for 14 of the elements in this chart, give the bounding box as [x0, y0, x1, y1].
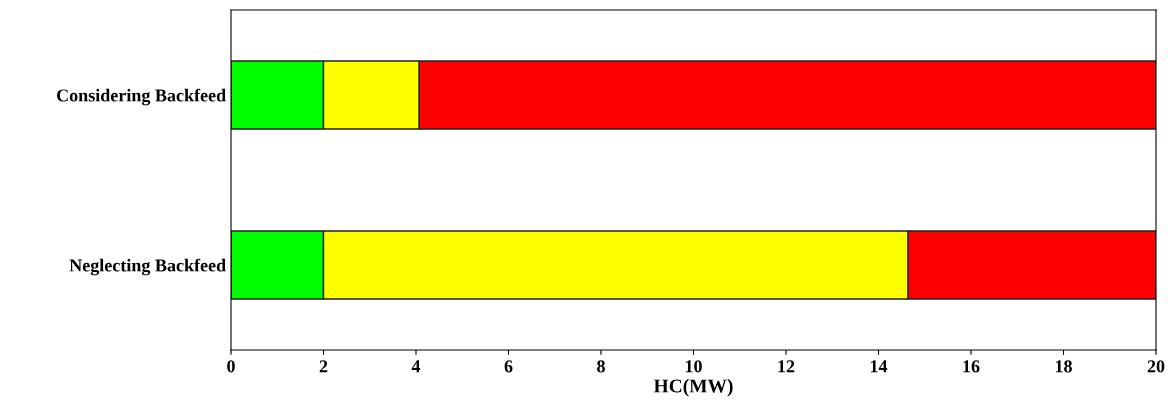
x-tick-label: 4 — [411, 360, 421, 373]
x-tick-label: 18 — [1055, 360, 1072, 373]
x-tick-label: 12 — [778, 360, 795, 373]
x-tick-label: 20 — [1147, 360, 1165, 373]
x-tick-label: 10 — [685, 360, 702, 373]
x-tick-label: 2 — [319, 360, 328, 373]
x-tick-label: 8 — [597, 360, 605, 373]
x-axis-title: HC(MW) — [653, 378, 733, 397]
x-tick-label: 6 — [504, 360, 513, 373]
x-tick-label: 14 — [870, 360, 888, 373]
y-tick-label: Considering Backfeed — [56, 88, 226, 106]
x-tick-label: 16 — [963, 360, 980, 373]
y-tick-label: Neglecting Backfeed — [69, 258, 226, 276]
x-tick-label: 0 — [227, 360, 235, 373]
